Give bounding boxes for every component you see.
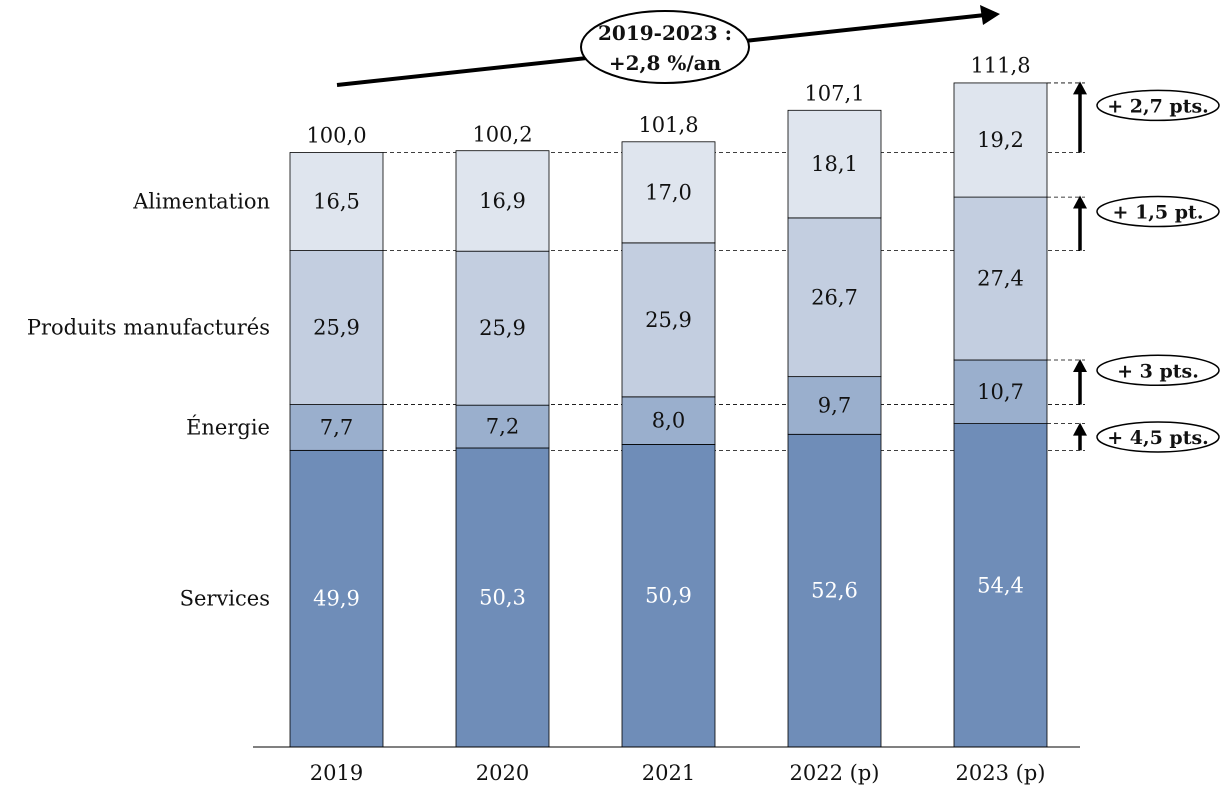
category-label: Services — [180, 587, 270, 611]
segment-value-label: 9,7 — [818, 393, 851, 417]
bars: 49,9 7,7 25,9 16,5 100,0 50,3 7,2 25,9 16,9 100,2… — [289, 53, 1048, 748]
bar-segment-services-4 — [953, 423, 1048, 748]
segment-value-label: 26,7 — [811, 285, 858, 309]
category-legend: Services Énergie Produits manufacturés Alim… — [27, 190, 270, 611]
segment-value-label: 16,9 — [479, 189, 526, 213]
category-label: Produits manufacturés — [27, 316, 270, 340]
trend-text-line1: 2019-2023 : — [598, 21, 732, 45]
bar-segment-services-2 — [621, 443, 716, 748]
category-label: Alimentation — [132, 190, 270, 214]
total-value-label: 100,2 — [472, 122, 532, 146]
segment-value-label: 7,2 — [486, 415, 519, 439]
segment-value-label: 25,9 — [479, 316, 526, 340]
segment-value-label: 7,7 — [320, 415, 353, 439]
bar-segment-alimentation-2 — [621, 141, 716, 244]
x-tick-label: 2023 (p) — [956, 761, 1046, 785]
change-bubble — [1096, 195, 1220, 228]
segment-value-label: 49,9 — [313, 587, 360, 611]
segment-value-label: 25,9 — [645, 308, 692, 332]
segment-value-label: 50,9 — [645, 584, 692, 608]
total-value-label: 101,8 — [638, 113, 698, 137]
bar-segment-produits-manufactur-s-3 — [787, 217, 882, 378]
change-bubble — [1096, 354, 1220, 387]
segment-value-label: 27,4 — [977, 267, 1024, 291]
bar-segment-alimentation-3 — [787, 109, 882, 219]
trend-annotation: 2019-2023 : +2,8 %/an — [336, 5, 1000, 87]
change-label: + 2,7 pts. — [1107, 95, 1209, 117]
bar-segment--nergie-4 — [953, 359, 1048, 424]
total-value-label: 100,0 — [306, 124, 366, 148]
segment-value-label: 18,1 — [811, 152, 858, 176]
bar-segment--nergie-1 — [455, 404, 550, 449]
bar-segment-services-1 — [455, 447, 550, 748]
bar-segment-services-0 — [289, 449, 384, 748]
segment-value-label: 50,3 — [479, 585, 526, 609]
trend-arrow-head — [980, 5, 1000, 25]
x-tick-label: 2019 — [310, 761, 363, 785]
x-tick-label: 2022 (p) — [790, 761, 880, 785]
change-annotations: + 2,7 pts. + 1,5 pt. + 3 pts. + 4,5 pts. — [1073, 81, 1220, 453]
bar-segment-produits-manufactur-s-1 — [455, 250, 550, 406]
change-bubble — [1096, 421, 1220, 453]
bar-segment-produits-manufactur-s-4 — [953, 196, 1048, 361]
segment-value-label: 25,9 — [313, 316, 360, 340]
change-bubble — [1096, 89, 1220, 122]
bar-segment-alimentation-1 — [455, 150, 550, 252]
x-tick-label: 2021 — [642, 761, 695, 785]
bar-segment-produits-manufactur-s-2 — [621, 242, 716, 398]
bar-segment-alimentation-0 — [289, 152, 384, 251]
change-arrow-head — [1073, 195, 1087, 209]
change-label: + 1,5 pt. — [1113, 202, 1204, 224]
segment-value-label: 19,2 — [977, 128, 1024, 152]
change-arrow-head — [1073, 81, 1087, 95]
bar-segment-produits-manufactur-s-0 — [289, 250, 384, 405]
change-label: + 3 pts. — [1117, 360, 1199, 382]
category-label: Énergie — [186, 415, 270, 439]
x-tick-labels: 2019 2020 2021 2022 (p) 2023 (p) — [310, 761, 1046, 785]
total-value-label: 111,8 — [970, 53, 1030, 77]
bar-segment-alimentation-4 — [953, 82, 1048, 198]
change-label: + 4,5 pts. — [1107, 427, 1209, 449]
trend-bubble — [580, 10, 750, 84]
bar-segment--nergie-0 — [289, 404, 384, 451]
x-tick-label: 2020 — [476, 761, 529, 785]
trend-text-line2: +2,8 %/an — [609, 51, 722, 75]
segment-value-label: 16,5 — [313, 190, 360, 214]
change-arrow-head — [1073, 422, 1087, 436]
bar-segment--nergie-3 — [787, 376, 882, 435]
change-arrow-head — [1073, 358, 1087, 372]
segment-value-label: 54,4 — [977, 573, 1024, 597]
segment-value-label: 17,0 — [645, 180, 692, 204]
segment-value-label: 52,6 — [811, 579, 858, 603]
total-value-label: 107,1 — [804, 81, 864, 105]
segment-value-label: 10,7 — [977, 380, 1024, 404]
segment-value-label: 8,0 — [652, 409, 685, 433]
